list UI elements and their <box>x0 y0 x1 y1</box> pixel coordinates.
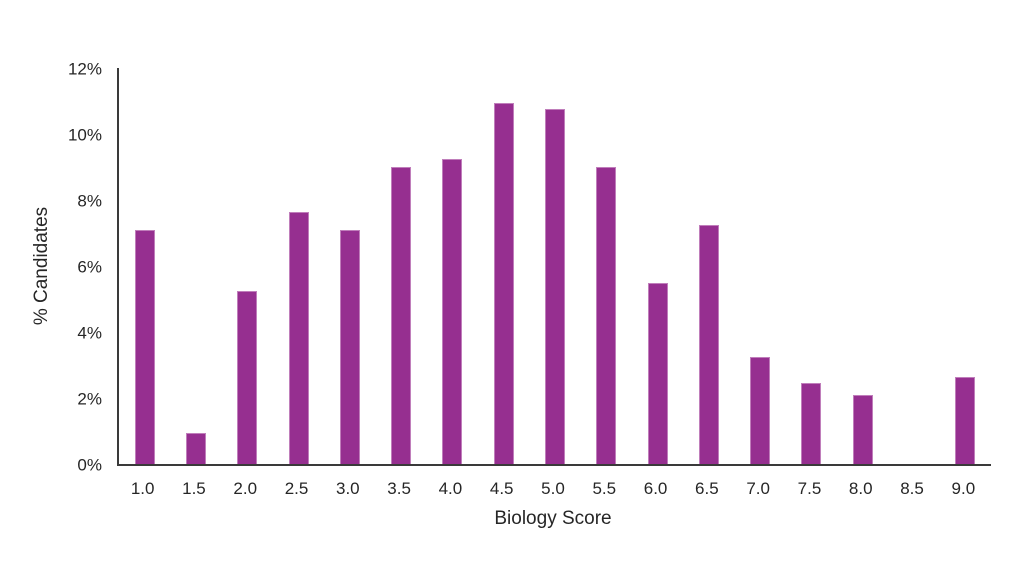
x-tick-2.5: 2.5 <box>284 479 309 498</box>
bar-4.5 <box>493 102 514 464</box>
x-tick-4.0: 4.0 <box>438 479 463 498</box>
x-tick-3.5: 3.5 <box>387 479 411 498</box>
x-tick-8.5: 8.5 <box>900 479 924 498</box>
x-tick-8.0: 8.0 <box>848 479 873 498</box>
x-tick-1.0: 1.0 <box>130 479 155 498</box>
x-tick-1.5: 1.5 <box>182 479 206 498</box>
bar-7.0 <box>750 356 771 464</box>
x-tick-5.0: 5.0 <box>541 479 565 498</box>
x-tick-3.0: 3.0 <box>335 479 360 498</box>
bar-3.5 <box>391 167 412 464</box>
x-axis-title: Biology Score <box>494 508 612 529</box>
bar-9.0 <box>955 376 976 464</box>
bar-8.0 <box>852 394 873 464</box>
y-tick-4%: 4% <box>77 323 102 343</box>
y-tick-6%: 6% <box>77 257 102 277</box>
x-tick-6.0: 6.0 <box>643 479 668 498</box>
x-tick-6.5: 6.5 <box>695 479 719 498</box>
x-tick-7.5: 7.5 <box>797 479 822 498</box>
bar-1.5 <box>185 432 206 464</box>
y-tick-12%: 12% <box>67 59 102 79</box>
x-tick-4.5: 4.5 <box>489 479 514 498</box>
bar-3.0 <box>339 229 360 464</box>
bar-2.0 <box>237 290 258 464</box>
x-tick-2.0: 2.0 <box>233 479 258 498</box>
bar-7.5 <box>801 383 822 464</box>
y-tick-2%: 2% <box>77 389 102 409</box>
y-tick-8%: 8% <box>77 191 102 211</box>
bar-1.0 <box>134 229 155 464</box>
x-tick-5.5: 5.5 <box>592 479 617 498</box>
plot-area <box>117 68 991 466</box>
bar-2.5 <box>288 211 309 464</box>
bar-6.0 <box>647 282 668 464</box>
x-tick-7.0: 7.0 <box>746 479 770 498</box>
bar-6.5 <box>698 224 719 464</box>
bar-5.5 <box>596 167 617 464</box>
y-tick-0%: 0% <box>77 455 102 475</box>
y-tick-10%: 10% <box>67 125 102 145</box>
x-tick-9.0: 9.0 <box>951 479 976 498</box>
bar-5.0 <box>545 109 565 464</box>
bar-4.0 <box>442 158 463 464</box>
